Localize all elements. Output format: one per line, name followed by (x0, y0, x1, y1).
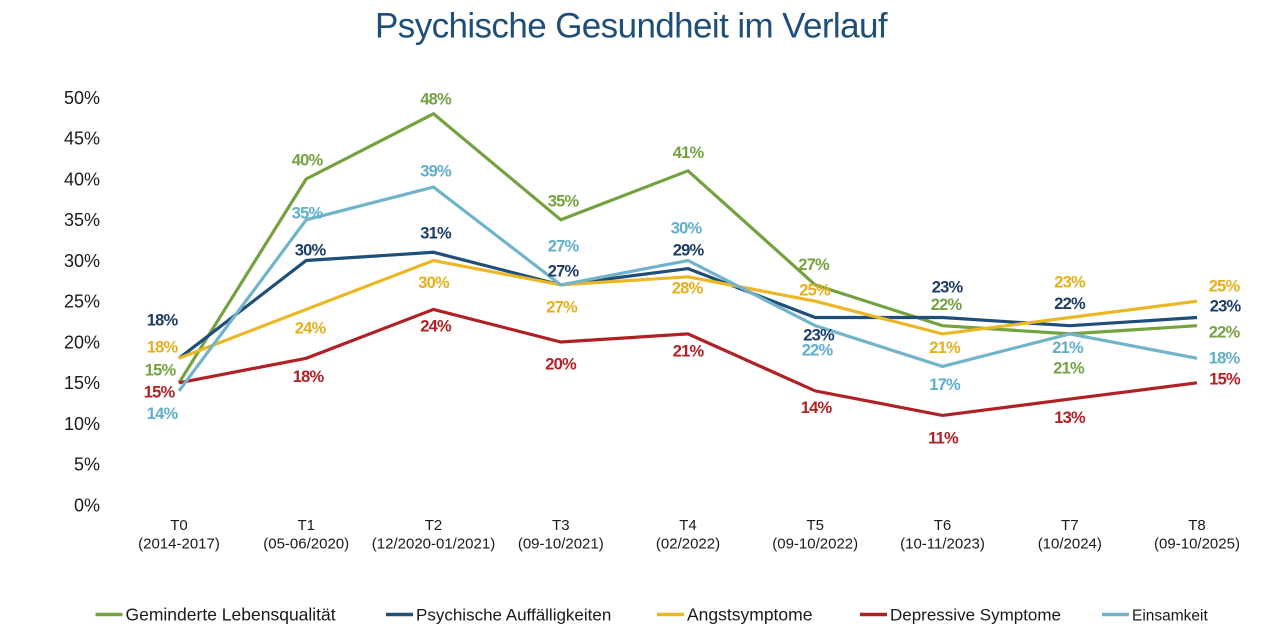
svg-text:30%: 30% (295, 242, 327, 260)
svg-text:41%: 41% (673, 144, 705, 162)
svg-text:31%: 31% (420, 224, 452, 242)
svg-text:T2: T2 (425, 517, 443, 534)
svg-text:20%: 20% (64, 332, 100, 352)
svg-text:17%: 17% (929, 376, 961, 394)
svg-text:21%: 21% (929, 339, 961, 357)
svg-text:Depressive Symptome: Depressive Symptome (890, 606, 1061, 625)
svg-text:(10-11/2023): (10-11/2023) (900, 536, 985, 553)
svg-text:23%: 23% (932, 279, 964, 297)
svg-text:23%: 23% (1054, 274, 1086, 292)
svg-text:T6: T6 (934, 517, 952, 534)
svg-text:18%: 18% (293, 368, 325, 386)
svg-text:Angstsymptome: Angstsymptome (687, 605, 812, 625)
svg-text:40%: 40% (64, 169, 100, 189)
svg-text:25%: 25% (799, 282, 831, 300)
svg-text:Psychische Auffälligkeiten: Psychische Auffälligkeiten (416, 606, 611, 625)
svg-text:21%: 21% (1053, 360, 1085, 378)
svg-text:Einsamkeit: Einsamkeit (1132, 608, 1208, 625)
svg-text:T1: T1 (297, 517, 315, 534)
svg-text:T0: T0 (170, 517, 188, 534)
svg-text:14%: 14% (801, 399, 833, 417)
svg-text:27%: 27% (548, 238, 580, 256)
svg-text:40%: 40% (292, 152, 324, 170)
svg-text:14%: 14% (147, 405, 179, 423)
svg-text:T7: T7 (1061, 517, 1079, 534)
svg-text:48%: 48% (420, 91, 452, 109)
svg-text:30%: 30% (418, 274, 450, 292)
svg-text:(02/2022): (02/2022) (656, 536, 720, 553)
svg-text:13%: 13% (1054, 409, 1086, 427)
svg-text:24%: 24% (420, 318, 452, 336)
svg-text:50%: 50% (64, 88, 100, 108)
svg-text:T5: T5 (806, 517, 824, 534)
svg-text:T8: T8 (1188, 517, 1206, 534)
svg-text:21%: 21% (1052, 339, 1084, 357)
svg-text:22%: 22% (802, 342, 834, 360)
svg-text:(09-10/2025): (09-10/2025) (1154, 536, 1240, 553)
svg-text:27%: 27% (548, 263, 580, 281)
svg-text:10%: 10% (64, 414, 100, 434)
svg-text:Psychische Gesundheit im Verla: Psychische Gesundheit im Verlauf (375, 7, 888, 46)
svg-text:25%: 25% (64, 292, 100, 312)
svg-text:21%: 21% (673, 343, 705, 361)
svg-text:45%: 45% (64, 129, 100, 149)
svg-text:25%: 25% (1209, 278, 1241, 296)
svg-text:35%: 35% (64, 210, 100, 230)
svg-text:30%: 30% (671, 220, 703, 238)
svg-text:5%: 5% (74, 455, 100, 475)
svg-text:29%: 29% (673, 242, 705, 260)
svg-text:15%: 15% (1209, 371, 1241, 389)
svg-text:28%: 28% (672, 280, 704, 298)
svg-text:39%: 39% (420, 163, 452, 181)
svg-text:15%: 15% (64, 373, 100, 393)
svg-text:35%: 35% (292, 205, 324, 223)
svg-text:22%: 22% (1209, 324, 1241, 342)
svg-text:(09-10/2021): (09-10/2021) (518, 536, 604, 553)
svg-text:18%: 18% (147, 312, 179, 330)
svg-text:27%: 27% (546, 299, 578, 317)
svg-text:22%: 22% (1054, 295, 1086, 313)
svg-text:22%: 22% (931, 296, 963, 314)
svg-text:(09-10/2022): (09-10/2022) (772, 536, 858, 553)
svg-text:(12/2020-01/2021): (12/2020-01/2021) (372, 536, 495, 553)
svg-text:18%: 18% (1209, 350, 1241, 368)
svg-text:20%: 20% (545, 356, 577, 374)
svg-text:11%: 11% (928, 430, 959, 448)
svg-text:18%: 18% (147, 339, 179, 357)
svg-text:15%: 15% (144, 384, 176, 402)
svg-text:0%: 0% (74, 495, 100, 515)
svg-text:Geminderte Lebensqualität: Geminderte Lebensqualität (126, 605, 336, 625)
svg-text:35%: 35% (548, 193, 580, 211)
svg-text:T3: T3 (552, 517, 570, 534)
svg-text:30%: 30% (64, 251, 100, 271)
svg-text:(05-06/2020): (05-06/2020) (263, 536, 349, 553)
svg-text:23%: 23% (1210, 298, 1242, 316)
svg-text:27%: 27% (798, 256, 830, 274)
svg-text:T4: T4 (679, 517, 697, 534)
svg-text:24%: 24% (295, 320, 327, 338)
svg-text:(10/2024): (10/2024) (1038, 536, 1102, 553)
svg-text:23%: 23% (803, 327, 835, 345)
svg-text:(2014-2017): (2014-2017) (138, 536, 220, 553)
svg-text:15%: 15% (145, 362, 177, 380)
